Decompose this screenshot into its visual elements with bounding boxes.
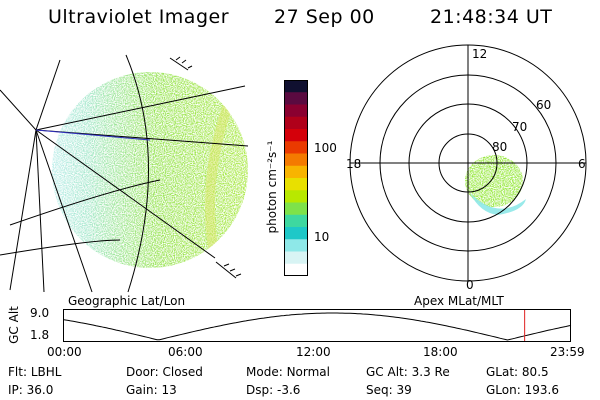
colorbar-segment <box>284 251 308 265</box>
colorbar-segment <box>284 116 308 130</box>
colorbar-segment <box>284 239 308 252</box>
timeline-xtick-1200: 12:00 <box>296 345 331 359</box>
info-gc-alt: GC Alt: 3.3 Re <box>366 365 450 379</box>
info-flt: Flt: LBHL <box>8 365 62 379</box>
colorbar-segment <box>284 202 308 216</box>
info-ip: IP: 36.0 <box>8 383 54 397</box>
auroral-oval <box>465 155 526 215</box>
info-glon: GLon: 193.6 <box>486 383 559 397</box>
colorbar-units-label: photon cm⁻²s⁻¹ <box>265 140 279 234</box>
colorbar-segment <box>284 104 308 118</box>
colorbar-segment <box>284 165 308 179</box>
colorbar-segment <box>284 153 308 167</box>
timeline-xtick-0000: 00:00 <box>47 345 82 359</box>
instrument-title: Ultraviolet Imager <box>48 6 230 28</box>
polar-grid <box>349 44 587 282</box>
colorbar-segment <box>284 80 308 93</box>
info-gain: Gain: 13 <box>126 383 177 397</box>
mlt-label-top: 12 <box>472 47 488 61</box>
polar-panel-label: Apex MLat/MLT <box>414 294 504 308</box>
mlat-label-70: 70 <box>512 120 528 134</box>
timeline-xtick-1800: 18:00 <box>423 345 458 359</box>
mlt-label-bottom: 0 <box>466 278 474 292</box>
colorbar-segment <box>284 263 308 276</box>
geographic-panel-label: Geographic Lat/Lon <box>68 294 186 308</box>
colorbar-segment <box>284 190 308 203</box>
timeline-ytick-max: 9.0 <box>30 306 50 320</box>
colorbar-tick-100: 100 <box>314 141 337 155</box>
mlt-label-right: 6 <box>578 157 586 171</box>
timeline-xtick-0600: 06:00 <box>168 345 203 359</box>
mlt-label-left: 18 <box>346 157 362 171</box>
geographic-image-panel <box>0 54 249 293</box>
timeline-axis-label: GC Alt <box>7 306 21 344</box>
info-door: Door: Closed <box>126 365 203 379</box>
timeline-xtick-2359: 23:59 <box>550 345 585 359</box>
colorbar-segment <box>284 214 308 228</box>
observation-time: 21:48:34 UT <box>430 6 553 28</box>
mlat-label-60: 60 <box>536 98 552 112</box>
colorbar-segment <box>284 227 308 240</box>
info-dsp: Dsp: -3.6 <box>246 383 301 397</box>
colorbar-segment <box>284 178 308 191</box>
orbit-altitude-curve <box>63 312 572 341</box>
info-seq: Seq: 39 <box>366 383 412 397</box>
observation-date: 27 Sep 00 <box>274 6 375 28</box>
colorbar-tick-10: 10 <box>314 230 330 244</box>
timeline-ytick-min: 1.8 <box>30 328 50 342</box>
polar-mlat-mlt-panel <box>349 44 587 282</box>
info-glat: GLat: 80.5 <box>486 365 549 379</box>
orbit-altitude-timeline <box>63 309 572 342</box>
colorbar-segment <box>284 141 308 154</box>
mlat-label-80: 80 <box>492 140 508 154</box>
earth-disk-image <box>52 72 248 268</box>
colorbar-segment <box>284 129 308 142</box>
info-mode: Mode: Normal <box>246 365 330 379</box>
colorbar-segment <box>284 92 308 105</box>
color-scale-bar <box>284 80 308 276</box>
